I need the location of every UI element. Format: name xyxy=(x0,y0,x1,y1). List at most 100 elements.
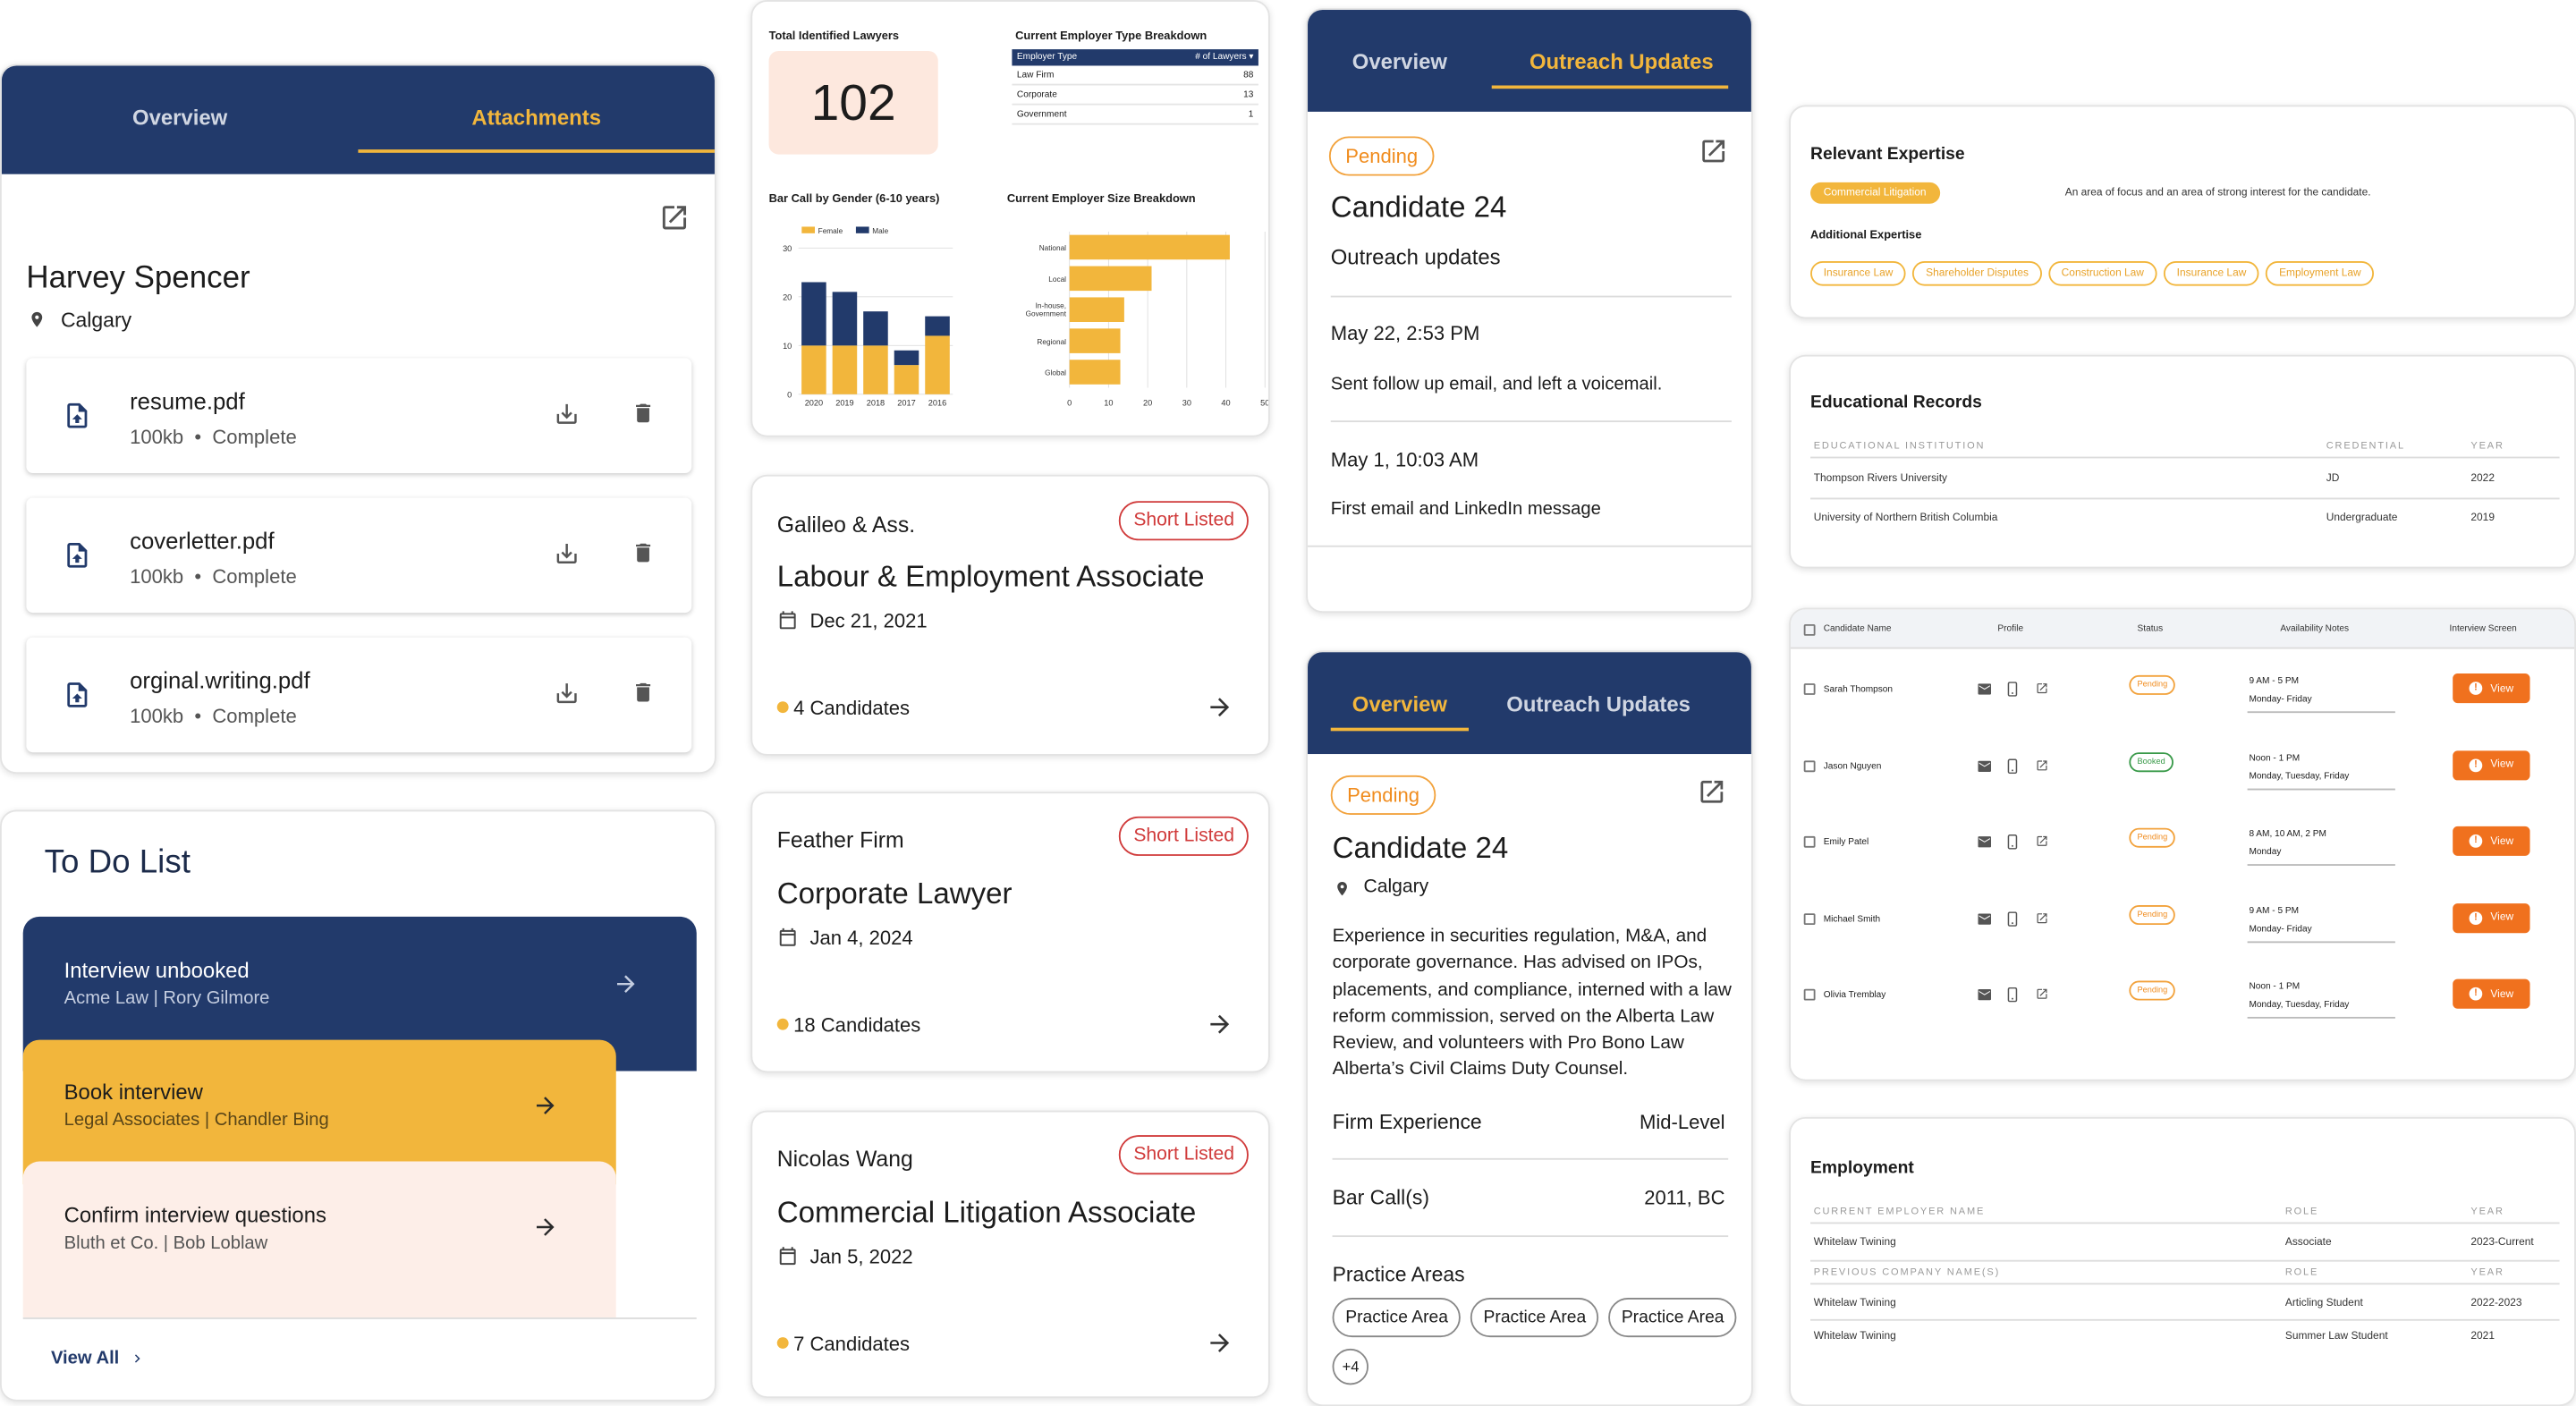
firm-experience-label: Firm Experience xyxy=(1332,1110,1482,1134)
info-icon: ! xyxy=(2469,758,2483,772)
view-button[interactable]: ! View xyxy=(2453,673,2530,704)
row-checkbox[interactable] xyxy=(1803,836,1816,849)
table-row: Law Firm 88 xyxy=(1012,65,1258,86)
view-all-link[interactable]: View All xyxy=(51,1349,146,1368)
x-tick-label: 2017 xyxy=(897,399,915,408)
phone-icon[interactable] xyxy=(2007,834,2018,850)
candidate-name[interactable]: Michael Smith xyxy=(1823,914,1881,925)
select-all-checkbox[interactable] xyxy=(1803,623,1816,636)
tab-outreach-updates[interactable]: Outreach Updates xyxy=(1506,691,1690,716)
candidate-location: Calgary xyxy=(60,309,132,333)
file-meta: 100kb • Complete xyxy=(130,426,297,449)
mail-icon[interactable] xyxy=(1978,989,1992,1001)
column-header: Previous Company Name(s) xyxy=(1813,1267,2001,1278)
download-icon[interactable] xyxy=(554,401,580,427)
todo-item-sub: Acme Law | Rory Gilmore xyxy=(64,988,270,1009)
tab-outreach-updates[interactable]: Outreach Updates xyxy=(1491,49,1751,89)
open-external-icon[interactable] xyxy=(2036,682,2049,695)
open-external-icon[interactable] xyxy=(2036,834,2049,848)
total-box: 102 xyxy=(768,50,938,155)
file-size: 100kb xyxy=(130,564,184,589)
open-external-icon[interactable] xyxy=(2036,758,2049,772)
practice-chip[interactable]: Practice Area xyxy=(1332,1297,1462,1338)
bar-female xyxy=(894,365,919,394)
candidate-name[interactable]: Sarah Thompson xyxy=(1823,684,1894,695)
column-header: Interview Screen xyxy=(2449,623,2517,634)
column-header: Year xyxy=(2470,442,2504,453)
view-button[interactable]: ! View xyxy=(2453,902,2530,933)
job-title: Corporate Lawyer xyxy=(776,877,1013,911)
mail-icon[interactable] xyxy=(1978,683,1992,695)
bar-male xyxy=(925,316,950,336)
open-external-icon[interactable] xyxy=(659,202,691,233)
todo-item[interactable]: Confirm interview questions Bluth et Co.… xyxy=(22,1161,616,1318)
arrow-right-icon[interactable] xyxy=(1206,693,1233,721)
delete-icon[interactable] xyxy=(631,679,656,707)
more-chip[interactable]: +4 xyxy=(1332,1348,1369,1385)
arrow-right-icon[interactable] xyxy=(532,1214,558,1240)
delete-icon[interactable] xyxy=(631,399,656,427)
arrow-right-icon[interactable] xyxy=(532,1092,558,1118)
tab-overview[interactable]: Overview xyxy=(1308,691,1492,732)
job-date: Jan 5, 2022 xyxy=(809,1245,913,1268)
delete-icon[interactable] xyxy=(631,538,656,566)
expertise-tag: Shareholder Disputes xyxy=(1912,261,2042,286)
tab-attachments[interactable]: Attachments xyxy=(358,106,715,153)
candidate-count: 18 Candidates xyxy=(793,1013,921,1037)
open-external-icon[interactable] xyxy=(2036,988,2049,1002)
table-row: Emily Patel Pending 8 AM, 10 AM, 2 PM Monda… xyxy=(1791,824,2574,867)
bar-female xyxy=(801,345,826,394)
view-button[interactable]: ! View xyxy=(2453,750,2530,780)
tab-overview[interactable]: Overview xyxy=(131,105,228,131)
job-date: Dec 21, 2021 xyxy=(809,609,928,633)
download-icon[interactable] xyxy=(554,540,580,566)
column-header: Status xyxy=(2137,623,2164,634)
open-external-icon[interactable] xyxy=(1699,136,1728,165)
job-card[interactable]: Nicolas Wang Short Listed Commercial Lit… xyxy=(750,1110,1270,1399)
bar xyxy=(1069,360,1121,385)
phone-icon[interactable] xyxy=(2007,758,2018,774)
mail-icon[interactable] xyxy=(1978,836,1992,848)
table-cell: Articling Student xyxy=(2284,1297,2363,1309)
table-row: Michael Smith Pending 9 AM - 5 PM Monday- F… xyxy=(1791,900,2574,943)
candidate-name[interactable]: Olivia Tremblay xyxy=(1823,991,1886,1002)
open-external-icon[interactable] xyxy=(1697,777,1726,807)
table-cell: 88 xyxy=(1243,70,1254,80)
download-icon[interactable] xyxy=(554,680,580,706)
x-tick-label: 2016 xyxy=(928,399,946,408)
row-checkbox[interactable] xyxy=(1803,683,1816,695)
view-button[interactable]: ! View xyxy=(2453,826,2530,857)
table-cell: 2022 xyxy=(2470,472,2495,485)
candidate-name[interactable]: Emily Patel xyxy=(1823,838,1869,849)
open-external-icon[interactable] xyxy=(2036,911,2049,925)
candidate-name[interactable]: Jason Nguyen xyxy=(1823,761,1882,772)
row-checkbox[interactable] xyxy=(1803,989,1816,1002)
divider xyxy=(1330,295,1732,298)
practice-chip[interactable]: Practice Area xyxy=(1608,1297,1738,1338)
job-card[interactable]: Galileo & Ass. Short Listed Labour & Emp… xyxy=(750,474,1270,756)
todo-item-sub: Legal Associates | Chandler Bing xyxy=(64,1110,329,1131)
bar xyxy=(1069,328,1121,353)
row-checkbox[interactable] xyxy=(1803,912,1816,925)
row-checkbox[interactable] xyxy=(1803,759,1816,772)
tab-overview[interactable]: Overview xyxy=(1352,49,1447,74)
divider xyxy=(1810,456,2560,459)
attachments-header xyxy=(1,65,715,174)
view-button[interactable]: ! View xyxy=(2453,979,2530,1010)
phone-icon[interactable] xyxy=(2007,911,2018,927)
table-cell: JD xyxy=(2326,472,2340,485)
phone-icon[interactable] xyxy=(2007,987,2018,1004)
todo-item[interactable]: Book interview Legal Associates | Chandl… xyxy=(22,1039,616,1185)
arrow-right-icon[interactable] xyxy=(613,970,639,996)
practice-chip[interactable]: Practice Area xyxy=(1470,1297,1599,1338)
mail-icon[interactable] xyxy=(1978,759,1992,772)
arrow-right-icon[interactable] xyxy=(1206,1011,1233,1038)
arrow-right-icon[interactable] xyxy=(1206,1329,1233,1357)
y-tick-label: 30 xyxy=(783,244,792,253)
gender-bar-chart: Female Male 0 10 20 30 2020 2019 2018 2017 2016 xyxy=(783,226,953,408)
job-card[interactable]: Feather Firm Short Listed Corporate Lawy… xyxy=(750,792,1270,1073)
mail-icon[interactable] xyxy=(1978,913,1992,925)
phone-icon[interactable] xyxy=(2007,682,2018,697)
column-header: Educational Institution xyxy=(1813,442,1986,453)
table-row: Olivia Tremblay Pending Noon - 1 PM Monday,… xyxy=(1791,977,2574,1020)
